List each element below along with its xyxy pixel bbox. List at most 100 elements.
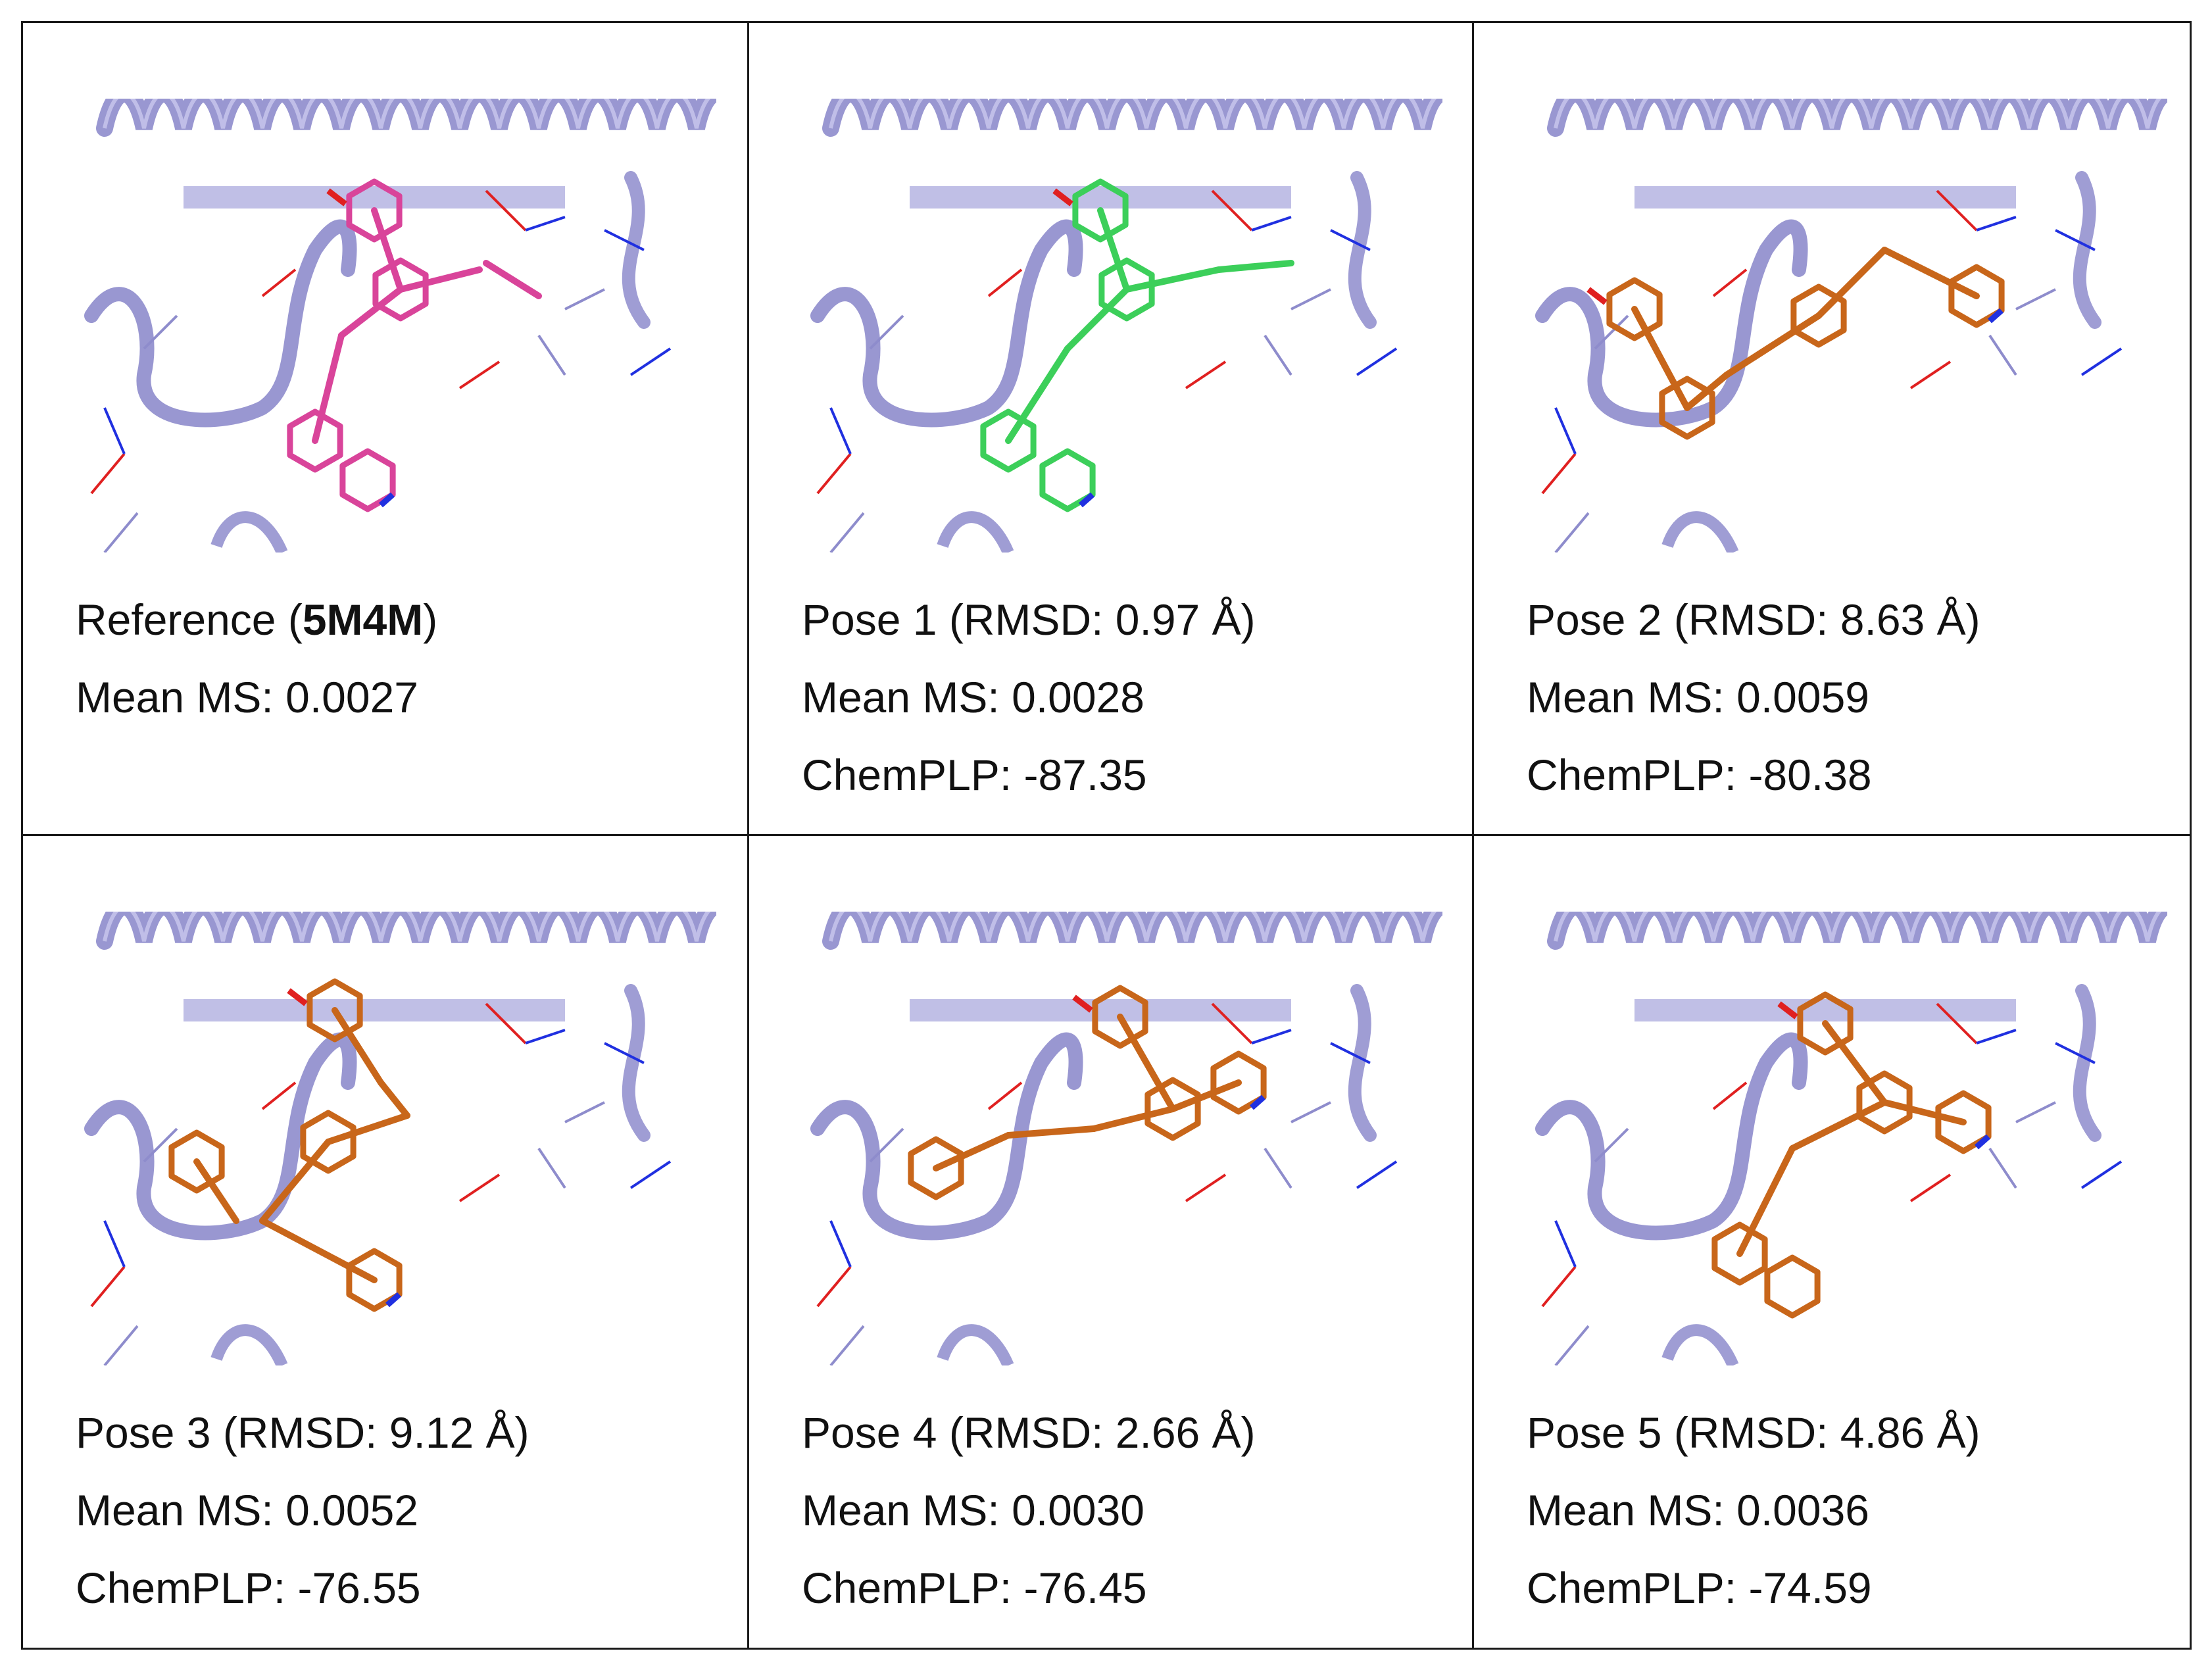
side-chain-bond — [261, 1081, 297, 1110]
ligand-bond — [1723, 312, 1822, 378]
side-chain-bond — [1264, 1147, 1292, 1189]
ligand-bond — [1064, 286, 1130, 352]
ligand-bond — [1736, 1145, 1796, 1257]
side-chain-bond — [485, 1002, 527, 1045]
side-chain-bond — [2055, 1042, 2096, 1064]
side-chain-bond — [2015, 1101, 2056, 1123]
side-chain-bond — [90, 1266, 126, 1308]
chemplp-score: ChemPLP: -80.38 — [1527, 750, 1872, 799]
ligand-oxygen — [326, 188, 347, 207]
protein-loop-ribbon — [810, 219, 1083, 428]
protein-loop-ribbon — [810, 1032, 1083, 1241]
protein-loop-ribbon — [2073, 984, 2101, 1142]
side-chain-bond — [1185, 360, 1227, 389]
ligand-ring — [1606, 277, 1663, 341]
side-chain-bond — [537, 1147, 566, 1189]
ligand-bond — [371, 207, 404, 293]
side-chain-bond — [869, 314, 904, 350]
ligand-ring — [1764, 1254, 1821, 1319]
ligand-bond — [338, 286, 404, 339]
ligand-ring — [1144, 1077, 1201, 1141]
side-chain-bond — [1211, 189, 1253, 232]
ligand-ring — [339, 448, 396, 512]
side-chain-bond — [816, 453, 852, 495]
binding-site-render — [810, 912, 1442, 1365]
protein-loop-ribbon — [1535, 1032, 1808, 1241]
side-chain-bond — [816, 1266, 852, 1308]
ligand-ring — [1935, 1090, 1992, 1154]
side-chain-bond — [629, 1160, 672, 1189]
side-chain-bond — [1909, 1173, 1952, 1202]
side-chain-bond — [2015, 288, 2056, 310]
side-chain-bond — [103, 407, 126, 455]
helix-highlight — [1554, 912, 2162, 942]
side-chain-bond — [103, 1220, 126, 1267]
ligand-ring — [1790, 283, 1847, 348]
ligand-bond — [1822, 1020, 1888, 1106]
ligand-ring — [1092, 985, 1148, 1049]
helix-highlight — [103, 912, 711, 942]
ligand-ring — [307, 978, 363, 1043]
side-chain-bond — [987, 268, 1023, 297]
ligand-nitrogen — [385, 1292, 401, 1308]
ligand-bond — [1881, 1099, 1967, 1125]
protein-loop-ribbon — [1348, 984, 1377, 1142]
mean-ms-value: Mean MS: 0.0030 — [802, 1486, 1144, 1535]
panel-pose-1: Pose 1 (RMSD: 0.97 Å) Mean MS: 0.0028 Ch… — [749, 23, 1472, 834]
ligand-bond — [1097, 207, 1130, 293]
side-chain-bond — [829, 512, 865, 553]
side-chain-bond — [829, 1325, 865, 1365]
panel-caption: Reference (5M4M) Mean MS: 0.0027 — [76, 581, 437, 736]
protein-loop-ribbon — [84, 219, 357, 428]
ligand-nitrogen — [1975, 1134, 1990, 1150]
ligand-bond — [325, 1112, 410, 1145]
ligand-ring — [1948, 264, 2005, 328]
side-chain-bond — [564, 288, 605, 310]
side-chain-bond — [1712, 268, 1748, 297]
binding-site-render — [84, 99, 716, 553]
ligand-oxygen — [1072, 995, 1093, 1013]
ligand-oxygen — [287, 988, 308, 1006]
ligand-bond — [1169, 1079, 1242, 1112]
side-chain-bond — [90, 453, 126, 495]
panel-title: Pose 3 (RMSD: 9.12 Å) — [76, 1408, 529, 1457]
ligand-ring — [287, 408, 343, 473]
side-chain-bond — [1909, 360, 1952, 389]
binding-site-render — [84, 912, 716, 1365]
title-prefix: Reference ( — [76, 595, 303, 644]
side-chain-bond — [1554, 512, 1590, 553]
side-chain-bond — [1594, 1127, 1629, 1163]
side-chain-bond — [1356, 347, 1398, 376]
chemplp-score: ChemPLP: -74.59 — [1527, 1563, 1872, 1612]
side-chain-bond — [1290, 1101, 1331, 1123]
panel-title: Pose 2 (RMSD: 8.63 Å) — [1527, 595, 1980, 644]
panel-caption: Pose 2 (RMSD: 8.63 Å) Mean MS: 0.0059 Ch… — [1527, 581, 1980, 814]
side-chain-bond — [103, 512, 139, 553]
ligand-ring — [300, 1110, 356, 1174]
binding-site-render — [1535, 99, 2167, 553]
ligand-bond — [259, 1139, 332, 1224]
ligand-ring — [346, 1248, 403, 1312]
side-chain-bond — [2080, 1160, 2123, 1189]
ligand-bond — [1815, 247, 1888, 319]
side-chain-bond — [1554, 1325, 1590, 1365]
side-chain-bond — [1936, 189, 1978, 232]
ligand-nitrogen — [379, 492, 395, 508]
binding-site-render — [810, 99, 1442, 553]
panel-reference: Reference (5M4M) Mean MS: 0.0027 — [23, 23, 747, 834]
ligand-bond — [397, 266, 483, 293]
protein-loop-ribbon — [210, 1324, 288, 1365]
side-chain-bond — [604, 229, 645, 251]
ligand-bond — [1881, 247, 1980, 299]
panel-caption: Pose 1 (RMSD: 0.97 Å) Mean MS: 0.0028 Ch… — [802, 581, 1256, 814]
ligand-bond — [1631, 306, 1690, 411]
side-chain-bond — [1541, 1266, 1577, 1308]
ligand-ring — [1797, 991, 1854, 1056]
side-chain-bond — [1712, 1081, 1748, 1110]
side-chain-bond — [1251, 1029, 1292, 1045]
ligand-ring — [372, 257, 429, 322]
side-chain-bond — [103, 1325, 139, 1365]
panel-title: Reference (5M4M) — [76, 581, 437, 658]
side-chain-bond — [1356, 1160, 1398, 1189]
mean-ms-value: Mean MS: 0.0028 — [802, 673, 1144, 722]
